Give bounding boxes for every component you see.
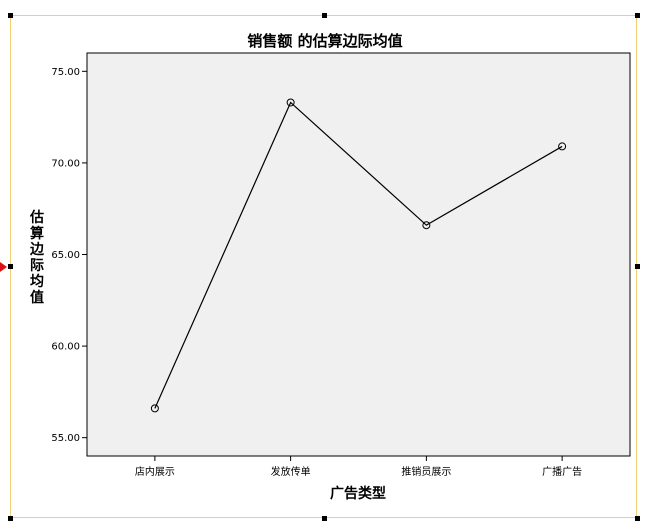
resize-handle-bottom-center[interactable] bbox=[322, 516, 327, 521]
data-point-marker bbox=[286, 98, 295, 107]
x-axis: 店内展示 发放传单 推销员展示 广播广告 bbox=[135, 456, 582, 478]
plot-area bbox=[86, 52, 631, 457]
y-tick-label: 60.00 bbox=[51, 342, 80, 353]
chart-title: 销售额 的估算边际均值 bbox=[247, 32, 402, 50]
y-axis-title: 估算边际均值 bbox=[29, 209, 45, 306]
resize-handle-bottom-right[interactable] bbox=[635, 516, 640, 521]
selection-arrow-icon bbox=[0, 262, 7, 272]
y-tick-label: 55.00 bbox=[51, 433, 80, 444]
resize-handle-top-right[interactable] bbox=[635, 13, 640, 18]
x-axis-title: 广告类型 bbox=[330, 485, 386, 502]
x-category-label: 广播广告 bbox=[542, 465, 582, 478]
resize-handle-bottom-left[interactable] bbox=[8, 516, 13, 521]
series-line bbox=[150, 98, 567, 413]
data-point-marker bbox=[422, 221, 431, 230]
x-category-label: 店内展示 bbox=[135, 465, 175, 478]
resize-handle-top-center[interactable] bbox=[322, 13, 327, 18]
y-tick-label: 75.00 bbox=[51, 67, 80, 78]
resize-handle-top-left[interactable] bbox=[8, 13, 13, 18]
series-polyline bbox=[154, 101, 563, 409]
resize-handle-middle-right[interactable] bbox=[635, 264, 640, 269]
y-axis: 55.00 60.00 65.00 70.00 75.00 bbox=[51, 67, 87, 444]
y-tick-label: 65.00 bbox=[51, 250, 80, 261]
data-point-marker bbox=[558, 142, 567, 151]
resize-handle-middle-left[interactable] bbox=[8, 264, 13, 269]
x-category-label: 发放传单 bbox=[271, 465, 311, 478]
y-tick-label: 70.00 bbox=[51, 158, 80, 169]
data-point-marker bbox=[150, 404, 159, 413]
x-category-label: 推销员展示 bbox=[401, 465, 451, 478]
